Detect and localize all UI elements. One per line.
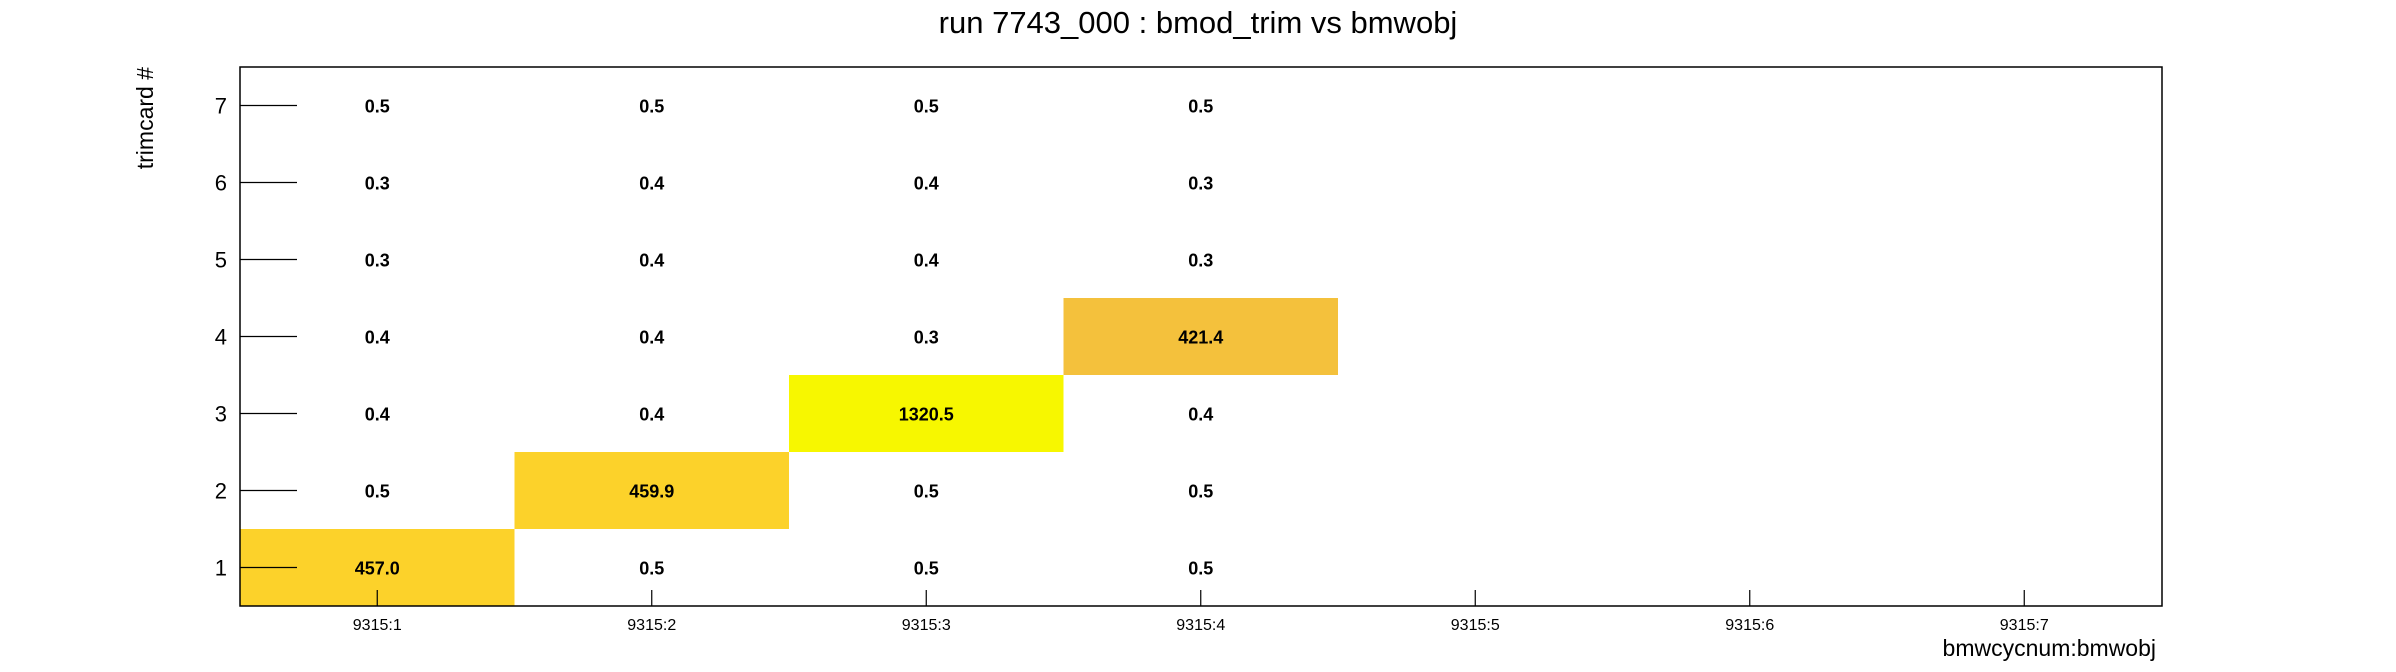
y-tick-label: 2 [215, 479, 227, 504]
cell-value-label: 0.3 [365, 251, 390, 271]
cell-value-label: 0.4 [639, 251, 664, 271]
cell-value-label: 0.5 [639, 559, 664, 579]
y-tick-label: 6 [215, 171, 227, 196]
cell-value-label: 0.5 [1188, 482, 1213, 502]
cell-value-label: 0.3 [1188, 174, 1213, 194]
chart-title: run 7743_000 : bmod_trim vs bmwobj [939, 5, 1458, 40]
cell-value-label: 0.4 [639, 174, 664, 194]
cell-value-label: 0.5 [1188, 559, 1213, 579]
x-axis: 9315:1 9315:2 9315:3 9315:4 9315:5 9315:6 9315… [353, 590, 2049, 634]
x-tick-label: 9315:4 [1176, 617, 1225, 634]
y-tick-label: 5 [215, 248, 227, 273]
cell-value-label: 0.5 [914, 482, 939, 502]
y-tick-label: 1 [215, 556, 227, 581]
cell-labels-layer: 457.0 0.5 0.4 0.4 0.3 0.3 0.5 0.5 459.9 0.4 0.4 0.4… [355, 97, 1224, 579]
cell-value-label: 0.4 [914, 251, 939, 271]
cell-value-label: 0.3 [914, 328, 939, 348]
x-tick-label: 9315:3 [902, 617, 951, 634]
cell-value-label: 0.5 [914, 559, 939, 579]
cell-value-label: 0.5 [639, 97, 664, 117]
cell-value-label: 421.4 [1178, 328, 1223, 348]
cell-value-label: 0.4 [1188, 405, 1213, 425]
y-tick-label: 3 [215, 402, 227, 427]
x-tick-label: 9315:1 [353, 617, 402, 634]
x-axis-label: bmwcycnum:bmwobj [1943, 635, 2156, 661]
cell-value-label: 0.5 [914, 97, 939, 117]
heatmap-cell [1063, 298, 1338, 375]
cell-value-label: 0.3 [365, 174, 390, 194]
x-tick-label: 9315:5 [1451, 617, 1500, 634]
cell-value-label: 0.3 [1188, 251, 1213, 271]
cells-layer [240, 298, 1338, 606]
y-tick-label: 7 [215, 94, 227, 119]
x-tick-label: 9315:2 [627, 617, 676, 634]
y-tick-label: 4 [215, 325, 227, 350]
x-tick-label: 9315:6 [1725, 617, 1774, 634]
cell-value-label: 459.9 [629, 482, 674, 502]
cell-value-label: 0.4 [365, 328, 390, 348]
y-axis-label: trimcard # [132, 67, 158, 169]
cell-value-label: 0.4 [639, 328, 664, 348]
x-tick-label: 9315:7 [2000, 617, 2049, 634]
cell-value-label: 0.5 [365, 97, 390, 117]
y-axis: 1 2 3 4 5 6 7 [215, 94, 297, 581]
cell-value-label: 0.5 [1188, 97, 1213, 117]
cell-value-label: 457.0 [355, 559, 400, 579]
cell-value-label: 0.4 [365, 405, 390, 425]
cell-value-label: 0.5 [365, 482, 390, 502]
cell-value-label: 0.4 [639, 405, 664, 425]
heatmap-cell [514, 452, 789, 529]
cell-value-label: 1320.5 [899, 405, 954, 425]
cell-value-label: 0.4 [914, 174, 939, 194]
heatmap-cell [789, 375, 1064, 452]
